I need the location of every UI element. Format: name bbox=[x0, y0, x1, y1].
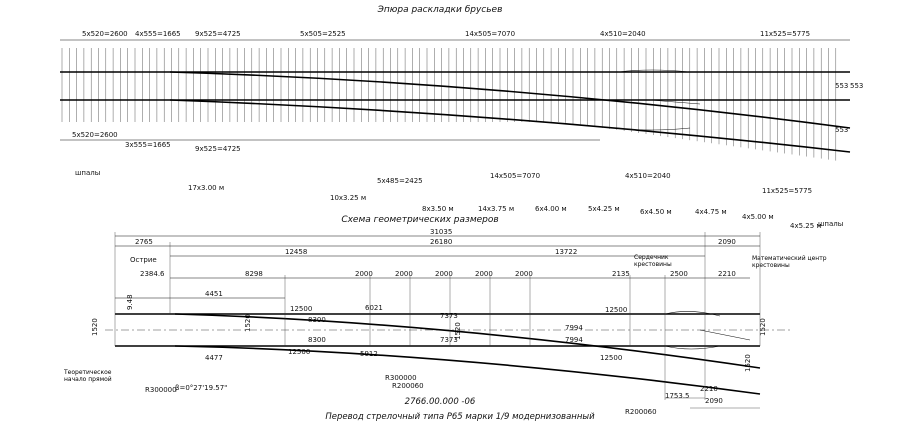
dim: 4х555=1665 bbox=[135, 30, 181, 38]
dim: 2000 bbox=[475, 270, 493, 278]
sleeper-group: 4х5.00 м bbox=[742, 213, 774, 221]
rail bbox=[169, 99, 851, 153]
dim: 5х485=2425 bbox=[377, 177, 423, 185]
dim: 2000 bbox=[515, 270, 533, 278]
dim: 7994 bbox=[565, 324, 583, 332]
dim: 8298 bbox=[245, 270, 263, 278]
dim: 2000 bbox=[435, 270, 453, 278]
sleeper-group: 6х4.50 м bbox=[640, 208, 672, 216]
sleeper-group: шпалы bbox=[818, 220, 843, 228]
sleeper-group: 4х5.25 м bbox=[790, 222, 822, 230]
dim: 12458 bbox=[285, 248, 307, 256]
label: 1753.5 bbox=[665, 392, 690, 400]
dim: 14х505=7070 bbox=[490, 172, 540, 180]
label-box: Математический центр крестовины bbox=[752, 255, 827, 269]
dim: 2384.6 bbox=[140, 270, 165, 278]
dim: 26180 bbox=[430, 238, 452, 246]
label: R200060 bbox=[625, 408, 657, 416]
label: Сердечник крестовины bbox=[634, 254, 672, 268]
label: 2210 bbox=[700, 385, 718, 393]
sleeper-group: 10х3.25 м bbox=[330, 194, 366, 202]
dim: 9х525=4725 bbox=[195, 145, 241, 153]
dim: 4477 bbox=[205, 354, 223, 362]
sleeper-group: 4х4.75 м bbox=[695, 208, 727, 216]
dim: 11х525=5775 bbox=[760, 30, 810, 38]
dim: 7373 bbox=[440, 312, 458, 320]
label: 2090 bbox=[705, 397, 723, 405]
dim: 31035 bbox=[430, 228, 452, 236]
gauge: 1520 bbox=[244, 314, 252, 332]
dim: 7994 bbox=[565, 336, 583, 344]
frog bbox=[664, 311, 751, 350]
gauge: 1520 bbox=[91, 318, 99, 336]
label: R200060 bbox=[392, 382, 424, 390]
gauge: 1520 bbox=[744, 354, 752, 372]
dim: 5х520=2600 bbox=[82, 30, 128, 38]
caption: Перевод стрелочный типа Р65 марки 1/9 мо… bbox=[325, 412, 595, 422]
sleeper-group: 17х3.00 м bbox=[188, 184, 224, 192]
dim: 2765 bbox=[135, 238, 153, 246]
extension-lines bbox=[114, 232, 761, 409]
dim: 11х525=5775 bbox=[762, 187, 812, 195]
dim: 3х555=1665 bbox=[125, 141, 171, 149]
dim: 4451 bbox=[205, 290, 223, 298]
dim: 7373 bbox=[440, 336, 458, 344]
section-title: Эпюра раскладки брусьев bbox=[377, 5, 503, 15]
drawing-number: 2766.00.000 -06 bbox=[405, 397, 476, 407]
dim: 2210 bbox=[718, 270, 736, 278]
frog bbox=[617, 69, 701, 131]
sleeper-group: шпалы bbox=[75, 169, 100, 177]
dim: 8300 bbox=[308, 336, 326, 344]
dim: 6021 bbox=[365, 304, 383, 312]
end-label: 553 bbox=[835, 126, 848, 134]
dim: 5х505=2525 bbox=[300, 30, 346, 38]
dim: 12500 bbox=[290, 305, 312, 313]
dim: 12500 bbox=[605, 306, 627, 314]
label: Острие bbox=[130, 256, 157, 264]
end-label: 553 bbox=[850, 82, 863, 90]
dim: 2135 bbox=[612, 270, 630, 278]
dim: 12500 bbox=[288, 348, 310, 356]
sleeper-group: 6х4.00 м bbox=[535, 205, 567, 213]
dim: 13722 bbox=[555, 248, 577, 256]
sleeper-group: 14х3.75 м bbox=[478, 205, 514, 213]
label: Теоретическое начало прямой bbox=[64, 369, 112, 383]
sleeper-group: 5х4.25 м bbox=[588, 205, 620, 213]
dim: 12500 bbox=[600, 354, 622, 362]
end-label: 553 bbox=[835, 82, 848, 90]
label: R300000 bbox=[145, 386, 177, 394]
dim: 2000 bbox=[395, 270, 413, 278]
dim: 14х505=7070 bbox=[465, 30, 515, 38]
dim: 4х510=2040 bbox=[625, 172, 671, 180]
label-box: Теоретическое начало прямой bbox=[64, 369, 112, 383]
rail bbox=[169, 71, 851, 129]
sleepers bbox=[61, 48, 836, 161]
section-title: Схема геометрических размеров bbox=[341, 215, 498, 225]
label-box: Сердечник крестовины bbox=[634, 254, 672, 268]
rail bbox=[174, 345, 761, 395]
dim: 2090 bbox=[718, 238, 736, 246]
dim: 4х510=2040 bbox=[600, 30, 646, 38]
dim: 9х525=4725 bbox=[195, 30, 241, 38]
sleeper-group: 8х3.50 м bbox=[422, 205, 454, 213]
gauge: 1520 bbox=[759, 318, 767, 336]
dim: 2000 bbox=[355, 270, 373, 278]
label: 9.48 bbox=[126, 294, 134, 310]
rail bbox=[174, 313, 761, 369]
label: β=0°27'19.57" bbox=[175, 384, 227, 392]
dim: 5х520=2600 bbox=[72, 131, 118, 139]
dim: 2500 bbox=[670, 270, 688, 278]
label: R300000 bbox=[385, 374, 417, 382]
label: Математический центр крестовины bbox=[752, 255, 827, 269]
